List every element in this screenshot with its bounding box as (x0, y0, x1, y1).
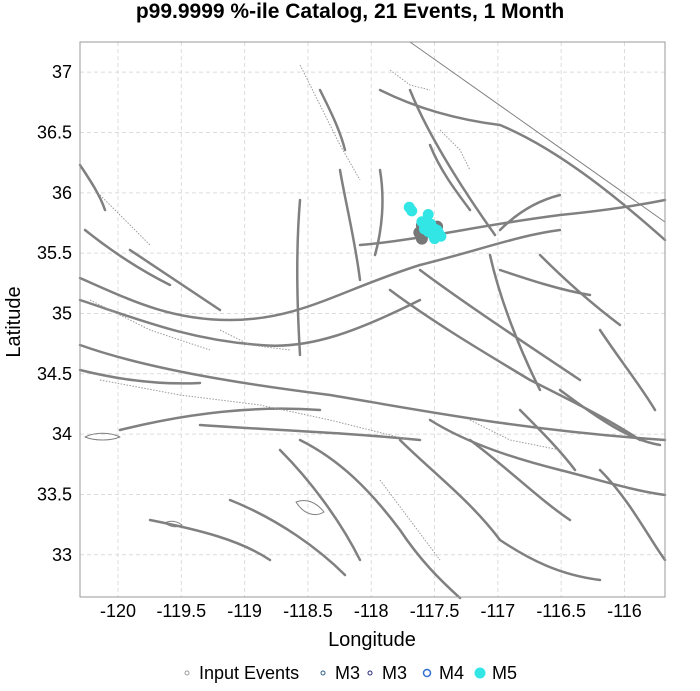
hatch-band (389, 69, 431, 91)
plot-frame (79, 41, 666, 598)
fault-line (278, 448, 362, 562)
legend-marker (474, 667, 486, 679)
coastline (295, 499, 325, 515)
event-point (422, 209, 434, 221)
x-tick-label: -118 (354, 601, 389, 621)
fault-line (83, 228, 172, 287)
x-tick-label: -116 (607, 601, 642, 621)
fault-line (378, 88, 667, 242)
y-tick-label: 35 (52, 303, 72, 323)
hatch-band (379, 479, 441, 561)
x-tick-label: -117 (481, 601, 516, 621)
fault-line (78, 163, 107, 212)
fault-line (428, 143, 472, 212)
legend-marker (422, 668, 432, 678)
y-tick-label: 37 (52, 62, 72, 82)
fault-line (148, 518, 272, 562)
fault-line (318, 88, 347, 152)
fault-line (598, 468, 667, 562)
fault-line (228, 498, 347, 577)
y-tick-label: 34.5 (37, 364, 72, 384)
legend-label: M4 (439, 663, 464, 683)
event-point (431, 224, 443, 236)
fault-line (418, 268, 582, 382)
y-axis-label: Latitude (3, 286, 25, 357)
fault-line (338, 168, 362, 282)
events-layer (403, 201, 447, 245)
fault-line (296, 198, 302, 357)
event-point (406, 205, 418, 217)
fault-line (118, 407, 322, 432)
x-tick-label: -120 (100, 601, 136, 621)
hatch-band (469, 419, 561, 451)
fault-line (78, 343, 667, 442)
fault-line (558, 388, 662, 447)
coastline (84, 432, 121, 441)
fault-line (428, 418, 667, 497)
fault-line (538, 253, 622, 327)
fault-line (468, 438, 572, 522)
hatch-band (219, 329, 291, 351)
legend-marker (184, 670, 190, 676)
y-tick-label: 36 (52, 183, 72, 203)
x-ticks: -120 -119.5 -119 -118.5 -118 -117.5 -117 -116.5… (100, 601, 642, 621)
hatch-band (99, 194, 151, 246)
fault-line (598, 328, 657, 412)
legend-label: Input Events (199, 663, 299, 683)
fault-line (198, 423, 422, 442)
event-point (429, 233, 441, 245)
legend: Input Events M3 M3 M4 M5 (184, 663, 517, 683)
x-axis-label: Longitude (328, 629, 416, 651)
x-tick-label: -119.5 (156, 601, 206, 621)
fault-line (398, 438, 602, 582)
y-tick-label: 33.5 (37, 484, 72, 504)
fault-line (373, 168, 384, 257)
fault-line (298, 438, 462, 600)
fault-line (358, 198, 667, 247)
x-tick-label: -117.5 (410, 601, 460, 621)
y-tick-label: 33 (52, 545, 72, 565)
fault-line (388, 288, 642, 442)
y-tick-label: 36.5 (37, 122, 72, 142)
fault-line (408, 88, 497, 237)
fault-line (128, 248, 222, 312)
x-tick-label: -119 (227, 601, 262, 621)
x-tick-label: -116.5 (536, 601, 586, 621)
y-ticks: 33 33.5 34 34.5 35 35.5 36 36.5 37 (37, 62, 72, 565)
chart-title: p99.9999 %-ile Catalog, 21 Events, 1 Mon… (136, 0, 564, 23)
x-tick-label: -118.5 (283, 601, 333, 621)
hatch-band (99, 379, 411, 441)
hatch-band (439, 129, 471, 171)
legend-label: M5 (492, 663, 517, 683)
hatch-band (89, 299, 211, 351)
boundary-line (409, 41, 666, 223)
fault-line (78, 228, 562, 322)
fault-line (518, 408, 577, 472)
hatch-band (299, 64, 361, 181)
y-tick-label: 35.5 (37, 243, 72, 263)
legend-label: M3 (382, 663, 407, 683)
fault-map (78, 41, 667, 600)
legend-marker (367, 670, 373, 676)
fault-line (78, 368, 202, 385)
y-tick-label: 34 (52, 424, 72, 444)
fault-line (78, 298, 422, 347)
legend-marker (320, 670, 326, 676)
grid (80, 42, 665, 597)
fault-hatching (89, 64, 561, 561)
fault-line (488, 253, 542, 392)
coastline (164, 520, 183, 528)
fault-line (498, 193, 562, 232)
legend-label: M3 (335, 663, 360, 683)
fault-line (498, 268, 592, 297)
